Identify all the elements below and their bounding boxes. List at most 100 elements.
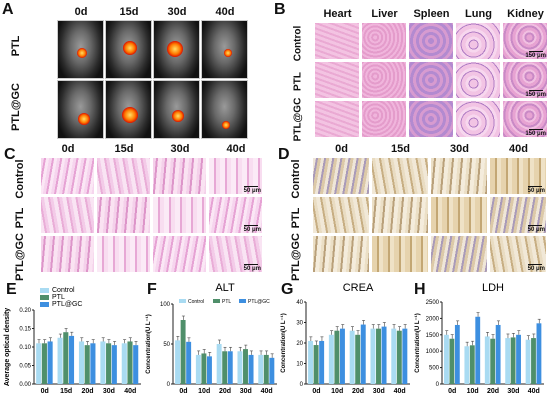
panel-a-headers: 0d 15d 30d 40d [57, 6, 249, 20]
bar [222, 351, 228, 384]
intestine-ihc-image [430, 235, 488, 273]
bar [237, 351, 243, 384]
panel-label-g: G [281, 281, 294, 298]
ivis-mouse-image [105, 80, 152, 139]
panel-d-header: 15d [391, 143, 410, 155]
scale-bar-label: 50 μm [527, 188, 545, 194]
bar [186, 341, 192, 384]
bar [381, 326, 387, 384]
scale-bar-label: 50 μm [527, 227, 545, 233]
bar [47, 341, 53, 384]
legend-swatch [239, 299, 246, 303]
bar [536, 323, 542, 384]
intestine-ihc-image [430, 196, 488, 234]
ivis-mouse-image [201, 80, 248, 139]
intestine-he-image: 50 μm [208, 157, 263, 195]
chart-h-ldh: LDH Concentration(U L⁻¹) 0 500 1000 1500 2000 2… [414, 282, 544, 395]
organ-he-image [408, 22, 454, 60]
ivis-mouse-image [105, 20, 152, 79]
organ-he-grid: 150 μm 150 μm 150 μm [314, 22, 550, 138]
bar [263, 354, 269, 384]
bar [216, 344, 222, 384]
bar [78, 341, 85, 384]
scale-bar-label: 150 μm [525, 92, 546, 98]
legend-label: Control [52, 287, 75, 294]
legend-label: PTL [52, 294, 65, 301]
intestine-he-image [40, 157, 95, 195]
panel-c-header: 40d [226, 143, 246, 155]
ivis-mouse-image [57, 80, 104, 139]
intestine-ihc-image [312, 196, 370, 234]
x-tick-label: 20d [219, 388, 231, 395]
organ-he-image [408, 61, 454, 99]
scale-bar-line [528, 225, 542, 226]
scale-bar-label: 50 μm [243, 266, 261, 272]
bar [133, 345, 139, 384]
panel-d-header: 40d [509, 143, 528, 155]
intestine-ihc-image [371, 196, 429, 234]
panel-c-header: 15d [114, 143, 134, 155]
bar [201, 353, 207, 384]
x-tick-label: 10d [467, 388, 479, 395]
panel-b-row-label: PTL@GC [292, 97, 304, 142]
bar [248, 354, 254, 384]
organ-he-image [408, 100, 454, 138]
x-tick-label: 10d [331, 388, 343, 395]
bar [484, 336, 490, 384]
scale-bar-label: 50 μm [527, 266, 545, 272]
x-tick-label: 40d [261, 388, 273, 395]
organ-he-image [455, 61, 501, 99]
bar [180, 320, 186, 384]
fluorescence-signal [121, 107, 138, 124]
bar [100, 341, 106, 384]
intestine-ihc-image: 50 μm [489, 157, 547, 195]
bar [495, 324, 501, 384]
y-tick-label: 0 [167, 382, 171, 388]
ivis-mouse-image [201, 20, 248, 79]
x-tick-label: 0d [312, 388, 320, 395]
y-tick-label: 0.00 [19, 382, 31, 388]
intestine-he-image [96, 196, 151, 234]
bar [269, 357, 275, 384]
intestine-ihc-image: 50 μm [489, 196, 547, 234]
x-tick-label: 30d [103, 388, 115, 395]
y-tick-label: 0 [436, 382, 440, 388]
bar [355, 334, 361, 384]
bar [505, 338, 511, 384]
bar [339, 328, 345, 384]
panel-a-header: 0d [74, 6, 88, 18]
bar [525, 339, 531, 384]
panel-b-header: Heart [323, 8, 352, 20]
organ-he-image: 150 μm [502, 100, 548, 138]
legend-label: PTL@GC [248, 299, 270, 305]
legend-label: PTL [222, 299, 231, 305]
bar [206, 356, 212, 384]
y-tick-label: 2500 [426, 300, 440, 306]
bar [319, 340, 325, 384]
y-tick-label: 1500 [426, 333, 440, 339]
intestine-he-image [152, 196, 207, 234]
panel-label-h: H [414, 281, 426, 298]
bar [370, 328, 376, 384]
y-tick-label: 100 [160, 302, 171, 308]
bar [516, 334, 521, 384]
panel-c-header: 30d [170, 143, 190, 155]
panel-label-c: C [4, 146, 16, 163]
scale-bar-line [244, 225, 258, 226]
y-tick-label: 50 [163, 342, 170, 348]
bar [402, 328, 408, 384]
scale-bar-label: 50 μm [243, 227, 261, 233]
legend-label: PTL@GC [52, 301, 82, 308]
intestine-he-image [40, 235, 95, 273]
intestine-he-image [152, 235, 207, 273]
bar [243, 349, 248, 384]
panel-a-row-label: PTL@GC [10, 83, 22, 132]
panel-b-header: Spleen [413, 8, 450, 20]
bar [175, 340, 181, 384]
bar [469, 345, 475, 384]
x-tick-label: 30d [507, 388, 519, 395]
panel-d-header: 0d [335, 143, 348, 155]
x-tick-label: 0d [41, 388, 49, 395]
scale-bar-line [528, 264, 542, 265]
legend-swatch [213, 299, 220, 303]
